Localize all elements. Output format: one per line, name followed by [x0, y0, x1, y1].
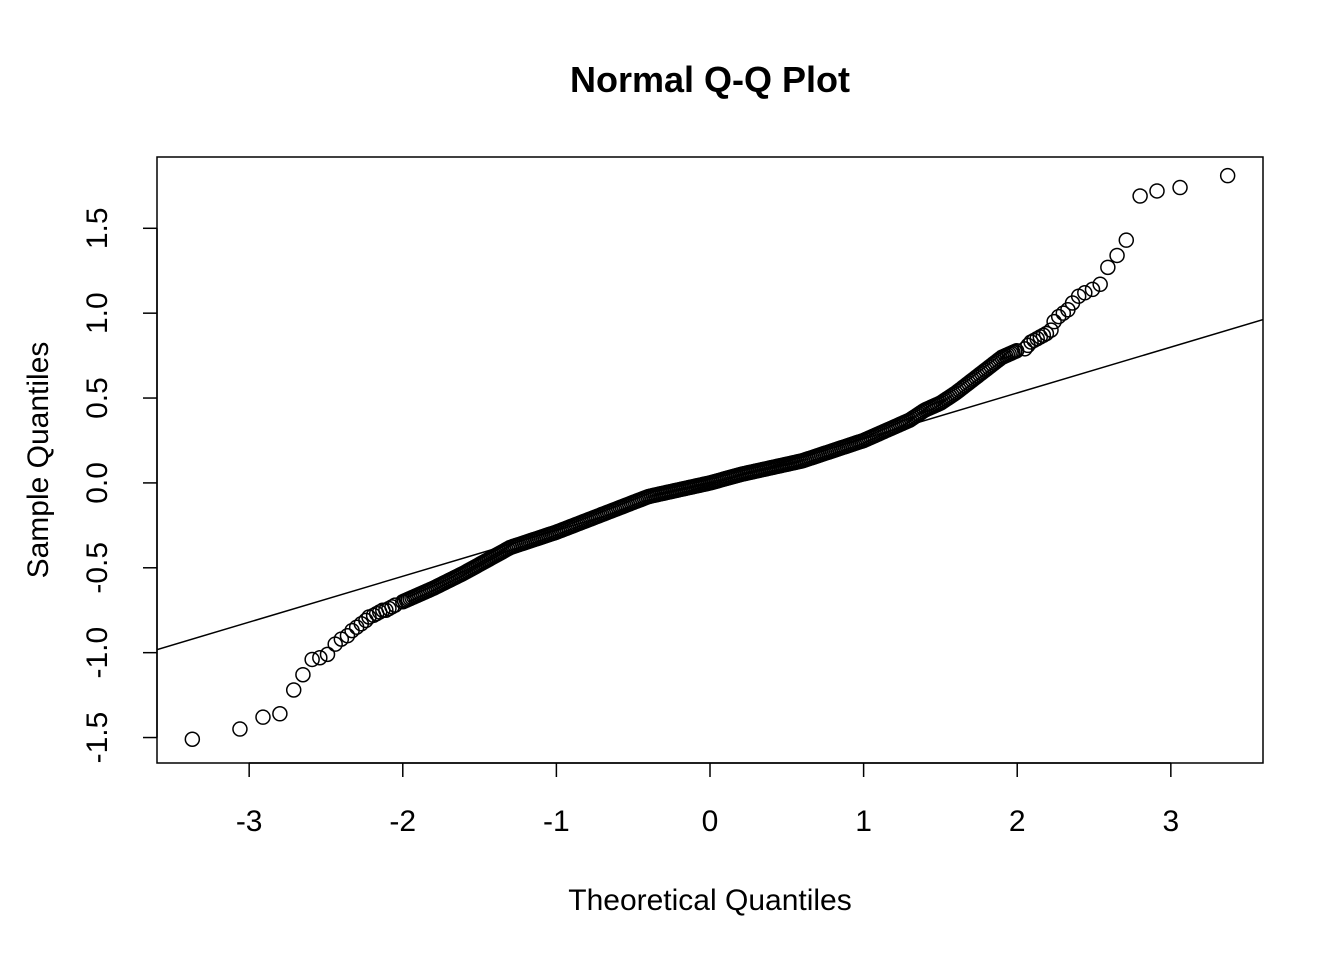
qq-point [1100, 259, 1116, 276]
y-tick-label: 0.5 [81, 377, 114, 419]
qq-point [255, 709, 271, 725]
qq-point [285, 682, 302, 698]
y-tick-label: -1.5 [81, 712, 114, 764]
qq-point [1038, 325, 1055, 342]
qq-point [232, 721, 248, 737]
qq-point [327, 636, 343, 652]
qq-point [1092, 276, 1108, 293]
plot-area: -3 -2 -1 0 1 2 3 -1.5 -1.0 -0.5 0.0 0.5 1.0 1.5 [81, 156, 1264, 838]
qq-point [304, 651, 320, 668]
x-axis-label: Theoretical Quantiles [568, 884, 851, 917]
qq-point [1008, 343, 1025, 359]
y-tick-label: -1.0 [81, 627, 114, 679]
qq-point [312, 650, 328, 666]
chart-title: Normal Q-Q Plot [570, 59, 850, 100]
qq-point [1084, 281, 1101, 298]
qq-point [339, 627, 356, 644]
qq-point [319, 646, 336, 663]
qq-point [1118, 232, 1135, 248]
y-tick-label: 1.5 [81, 207, 114, 249]
y-tick-label: 1.0 [81, 292, 114, 334]
qq-point [1132, 188, 1148, 204]
x-tick-label: 2 [1009, 805, 1026, 838]
y-tick-label: 0.0 [81, 462, 114, 504]
qq-point [1109, 247, 1125, 264]
qq-point [1149, 183, 1165, 199]
x-tick-label: -2 [389, 805, 416, 838]
qq-point [1035, 327, 1052, 343]
qq-point [1219, 167, 1236, 184]
x-tick-label: -3 [236, 805, 263, 838]
x-tick-label: 3 [1162, 805, 1179, 838]
qq-point [1055, 305, 1072, 321]
qq-point [272, 706, 288, 722]
qq-point [358, 612, 374, 629]
y-axis-label: Sample Quantiles [22, 342, 55, 579]
qq-point [348, 619, 365, 635]
x-tick-label: -1 [543, 805, 570, 838]
qq-point [295, 666, 311, 683]
plot-frame [156, 156, 1264, 764]
x-tick-label: 1 [855, 805, 872, 838]
qq-point [184, 731, 201, 747]
qq-point [1046, 313, 1062, 330]
y-tick-label: -0.5 [81, 542, 114, 594]
x-tick-label: 0 [702, 805, 719, 838]
qq-point [1077, 285, 1093, 301]
qq-point [1172, 179, 1188, 196]
qq-point [1043, 322, 1059, 338]
